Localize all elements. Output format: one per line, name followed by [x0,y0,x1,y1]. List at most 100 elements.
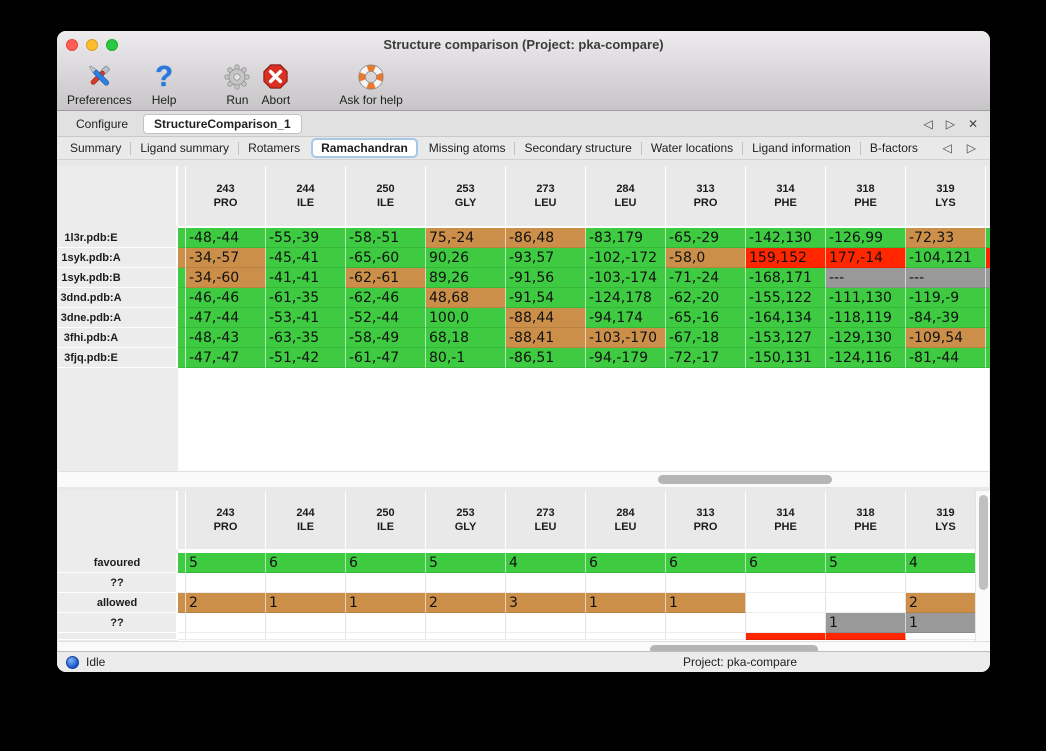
minimize-window-button[interactable] [86,39,98,51]
column-header-250[interactable]: 250ILE [346,166,426,226]
table-cell[interactable]: 89,26 [426,268,506,288]
tab-prev-icon[interactable]: ◁ [923,117,932,131]
row-label[interactable]: allowed [58,593,178,613]
table-cell[interactable]: 5 [426,553,506,573]
table-cell[interactable]: 6 [346,553,426,573]
row-label[interactable]: 3dnd.pdb:A [58,288,178,308]
column-header-244[interactable]: 244ILE [266,491,346,549]
table-cell[interactable]: -48,-43 [186,328,266,348]
row-label[interactable]: ?? [58,573,178,593]
table-cell[interactable]: -61,-35 [266,288,346,308]
abort-button[interactable]: Abort [260,59,291,107]
column-header-253[interactable]: 253GLY [426,491,506,549]
table-cell[interactable] [586,633,666,640]
preferences-button[interactable]: Preferences [67,59,132,107]
row-label[interactable]: 3dne.pdb:A [58,308,178,328]
help-button[interactable]: ? Help [152,59,177,107]
table-cell[interactable]: -65,-29 [666,228,746,248]
table-cell[interactable] [266,633,346,640]
row-label[interactable]: ?? [58,613,178,633]
table-cell[interactable] [506,633,586,640]
table-cell[interactable]: -88,44 [506,308,586,328]
table-cell[interactable] [186,633,266,640]
subtab-missing-atoms[interactable]: Missing atoms [420,139,515,157]
table-cell[interactable]: -41,-41 [266,268,346,288]
table-cell[interactable]: 2 [426,593,506,613]
table-cell[interactable]: -84,-39 [906,308,986,328]
subtab-b-factors[interactable]: B-factors [861,139,927,157]
table-cell[interactable] [666,613,746,633]
table-cell[interactable] [746,573,826,593]
table-cell[interactable]: 75,-24 [426,228,506,248]
table-cell[interactable]: -124,178 [586,288,666,308]
subtab-water-locations[interactable]: Water locations [642,139,742,157]
row-label[interactable] [58,633,178,640]
row-label[interactable]: favoured [58,553,178,573]
row-label[interactable]: 1syk.pdb:B [58,268,178,288]
column-header-314[interactable]: 314PHE [746,166,826,226]
column-header-313[interactable]: 313PRO [666,166,746,226]
tab-next-icon[interactable]: ▷ [946,117,955,131]
table-cell[interactable]: -47,-44 [186,308,266,328]
table-cell[interactable]: -94,174 [586,308,666,328]
subtab-prev-icon[interactable]: ◁ [943,141,952,155]
table-cell[interactable]: 68,18 [426,328,506,348]
table-cell[interactable]: 177,-14 [826,248,906,268]
table-cell[interactable]: 1 [346,593,426,613]
table-cell[interactable]: -129,130 [826,328,906,348]
table-cell[interactable]: -52,-44 [346,308,426,328]
table-cell[interactable]: -47,-47 [186,348,266,368]
table-cell[interactable]: --- [906,268,986,288]
table-cell[interactable] [746,633,826,640]
table-cell[interactable]: -63,-35 [266,328,346,348]
table-cell[interactable]: -102,-172 [586,248,666,268]
table-cell[interactable]: 1 [906,613,975,633]
run-button[interactable]: Run [222,59,252,107]
table-cell[interactable]: -72,33 [906,228,986,248]
table-cell[interactable]: -104,121 [906,248,986,268]
table-cell[interactable]: 6 [266,553,346,573]
column-header-319[interactable]: 319LYS [906,166,986,226]
table-cell[interactable]: 1 [266,593,346,613]
table-cell[interactable]: -91,54 [506,288,586,308]
table-cell[interactable] [186,573,266,593]
table-cell[interactable] [586,613,666,633]
row-label[interactable]: 3fhi.pdb:A [58,328,178,348]
column-header-319[interactable]: 319LYS [906,491,975,549]
scrollbar-thumb[interactable] [979,495,988,590]
bottom-vertical-scrollbar[interactable] [975,491,990,641]
table-cell[interactable] [506,573,586,593]
table-cell[interactable]: 6 [746,553,826,573]
table-cell[interactable]: -45,-41 [266,248,346,268]
table-cell[interactable]: 90,26 [426,248,506,268]
table-cell[interactable] [666,573,746,593]
table-cell[interactable] [906,573,975,593]
table-cell[interactable]: -155,122 [746,288,826,308]
table-cell[interactable]: -111,130 [826,288,906,308]
table-cell[interactable] [826,573,906,593]
table-cell[interactable]: 6 [586,553,666,573]
table-cell[interactable]: -118,119 [826,308,906,328]
tab-structurecomparison-1[interactable]: StructureComparison_1 [143,114,302,134]
scrollbar-thumb[interactable] [658,475,832,484]
row-label[interactable]: 3fjq.pdb:E [58,348,178,368]
table-cell[interactable]: 4 [906,553,975,573]
column-header-243[interactable]: 243PRO [186,166,266,226]
table-cell[interactable] [586,573,666,593]
table-cell[interactable]: -86,51 [506,348,586,368]
table-cell[interactable] [266,613,346,633]
table-cell[interactable]: -142,130 [746,228,826,248]
table-cell[interactable]: -34,-57 [186,248,266,268]
subtab-summary[interactable]: Summary [61,139,130,157]
table-cell[interactable]: 3 [506,593,586,613]
table-cell[interactable]: -86,48 [506,228,586,248]
close-window-button[interactable] [66,39,78,51]
subtab-secondary-structure[interactable]: Secondary structure [515,139,640,157]
table-cell[interactable]: 159,152 [746,248,826,268]
table-cell[interactable]: 4 [506,553,586,573]
table-cell[interactable]: -103,-170 [586,328,666,348]
column-header-243[interactable]: 243PRO [186,491,266,549]
row-label[interactable]: 1l3r.pdb:E [58,228,178,248]
table-cell[interactable]: -103,-174 [586,268,666,288]
table-cell[interactable]: -51,-42 [266,348,346,368]
